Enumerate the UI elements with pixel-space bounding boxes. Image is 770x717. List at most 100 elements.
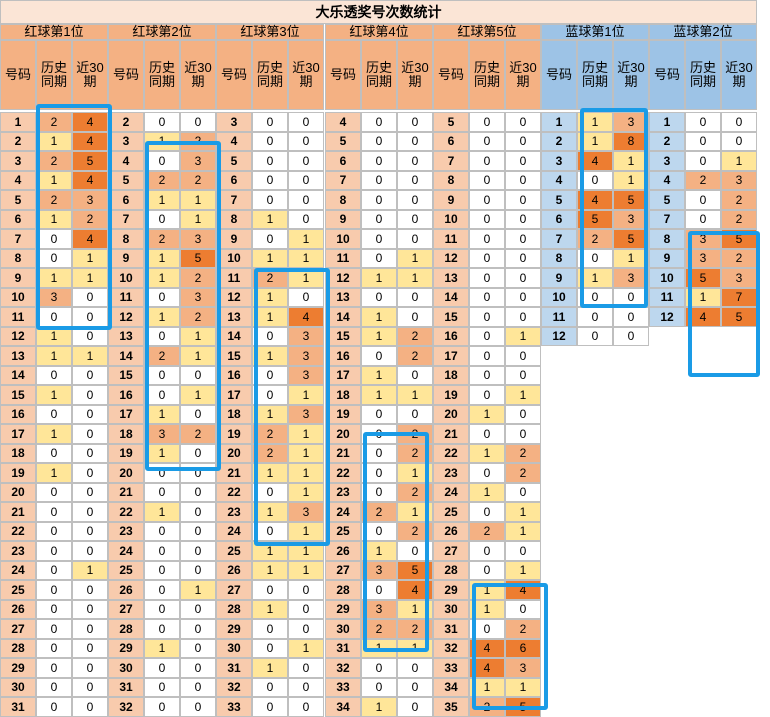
history-count: 0 xyxy=(144,619,180,639)
recent-count: 0 xyxy=(505,112,541,132)
recent-count: 0 xyxy=(288,677,324,697)
ball-number: 5 xyxy=(216,151,252,171)
recent-count: 0 xyxy=(721,131,757,151)
ball-number: 32 xyxy=(433,638,469,658)
recent-count: 0 xyxy=(72,658,108,678)
ball-number: 15 xyxy=(0,385,36,405)
ball-number: 16 xyxy=(433,326,469,346)
history-count: 1 xyxy=(252,346,288,366)
ball-number: 13 xyxy=(325,287,361,307)
recent-count: 0 xyxy=(505,268,541,288)
history-count: 4 xyxy=(469,658,505,678)
column-header-recent: 近30期 xyxy=(72,40,108,110)
recent-count: 1 xyxy=(288,482,324,502)
history-count: 0 xyxy=(361,677,397,697)
history-count: 0 xyxy=(685,190,721,210)
recent-count: 3 xyxy=(613,209,649,229)
ball-number: 28 xyxy=(0,638,36,658)
history-count: 0 xyxy=(469,326,505,346)
ball-number: 33 xyxy=(433,658,469,678)
history-count: 1 xyxy=(36,424,72,444)
history-count: 0 xyxy=(469,209,505,229)
history-count: 1 xyxy=(361,307,397,327)
history-count: 0 xyxy=(252,326,288,346)
ball-number: 19 xyxy=(216,424,252,444)
recent-count: 1 xyxy=(505,385,541,405)
ball-number: 25 xyxy=(216,541,252,561)
ball-number: 23 xyxy=(325,482,361,502)
recent-count: 1 xyxy=(505,502,541,522)
history-count: 1 xyxy=(144,248,180,268)
history-count: 0 xyxy=(252,112,288,132)
ball-number: 9 xyxy=(325,209,361,229)
column-header-recent: 近30期 xyxy=(721,40,757,110)
recent-count: 2 xyxy=(721,248,757,268)
ball-number: 14 xyxy=(108,346,144,366)
recent-count: 4 xyxy=(72,131,108,151)
history-count: 0 xyxy=(144,697,180,717)
ball-number: 28 xyxy=(325,580,361,600)
history-count: 3 xyxy=(361,599,397,619)
ball-number: 4 xyxy=(325,112,361,132)
recent-count: 2 xyxy=(180,131,216,151)
recent-count: 0 xyxy=(288,151,324,171)
recent-count: 0 xyxy=(505,365,541,385)
history-count: 0 xyxy=(144,463,180,483)
recent-count: 2 xyxy=(397,346,433,366)
recent-count: 0 xyxy=(180,404,216,424)
history-count: 1 xyxy=(469,599,505,619)
ball-number: 4 xyxy=(649,170,685,190)
history-count: 0 xyxy=(36,248,72,268)
history-count: 0 xyxy=(577,326,613,346)
history-count: 0 xyxy=(144,365,180,385)
ball-number: 16 xyxy=(216,365,252,385)
history-count: 1 xyxy=(252,599,288,619)
history-count: 1 xyxy=(469,580,505,600)
recent-count: 0 xyxy=(180,482,216,502)
ball-number: 23 xyxy=(108,521,144,541)
history-count: 3 xyxy=(144,424,180,444)
recent-count: 2 xyxy=(397,521,433,541)
recent-count: 3 xyxy=(180,151,216,171)
recent-count: 5 xyxy=(397,560,433,580)
history-count: 0 xyxy=(252,229,288,249)
recent-count: 4 xyxy=(72,112,108,132)
ball-number: 21 xyxy=(216,463,252,483)
history-count: 0 xyxy=(469,112,505,132)
history-count: 0 xyxy=(144,658,180,678)
recent-count: 2 xyxy=(397,326,433,346)
ball-number: 14 xyxy=(433,287,469,307)
recent-count: 2 xyxy=(397,443,433,463)
ball-number: 17 xyxy=(433,346,469,366)
ball-number: 14 xyxy=(0,365,36,385)
history-count: 0 xyxy=(252,131,288,151)
column-header-recent: 近30期 xyxy=(288,40,324,110)
ball-number: 7 xyxy=(0,229,36,249)
history-count: 0 xyxy=(361,151,397,171)
recent-count: 0 xyxy=(72,385,108,405)
ball-number: 32 xyxy=(325,658,361,678)
column-header-recent: 近30期 xyxy=(505,40,541,110)
ball-number: 31 xyxy=(216,658,252,678)
recent-count: 4 xyxy=(397,580,433,600)
ball-number: 25 xyxy=(0,580,36,600)
history-count: 0 xyxy=(469,619,505,639)
history-count: 5 xyxy=(685,268,721,288)
history-count: 0 xyxy=(36,599,72,619)
recent-count: 5 xyxy=(721,307,757,327)
ball-number: 24 xyxy=(0,560,36,580)
recent-count: 2 xyxy=(397,424,433,444)
recent-count: 0 xyxy=(397,170,433,190)
recent-count: 1 xyxy=(397,248,433,268)
recent-count: 0 xyxy=(505,346,541,366)
recent-count: 0 xyxy=(72,463,108,483)
recent-count: 1 xyxy=(288,268,324,288)
recent-count: 0 xyxy=(72,502,108,522)
recent-count: 0 xyxy=(505,424,541,444)
history-count: 1 xyxy=(469,404,505,424)
ball-number: 30 xyxy=(216,638,252,658)
history-count: 0 xyxy=(577,170,613,190)
recent-count: 0 xyxy=(288,599,324,619)
column-header-number: 号码 xyxy=(325,40,361,110)
ball-number: 20 xyxy=(108,463,144,483)
